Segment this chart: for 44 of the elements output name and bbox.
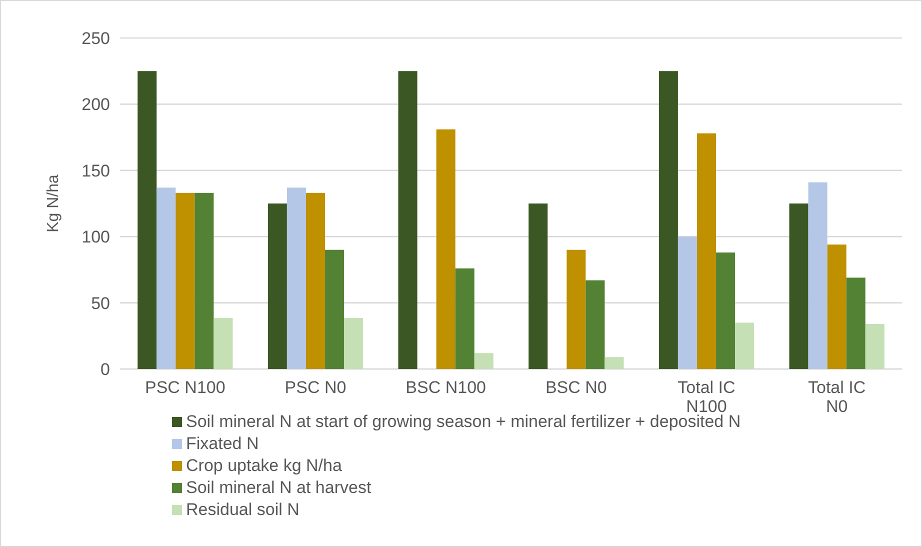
bar (716, 252, 736, 369)
bar (789, 204, 808, 369)
bar (808, 182, 828, 369)
bar (658, 71, 678, 369)
bar (286, 188, 306, 369)
y-tick-label: 0 (100, 360, 110, 379)
bar (455, 268, 474, 369)
bar (827, 244, 846, 369)
y-tick-label: 200 (82, 95, 110, 114)
bar (194, 192, 214, 369)
bar (325, 250, 344, 369)
legend-label: Soil mineral N at harvest (186, 478, 372, 497)
bar (398, 71, 418, 369)
y-axis-title: Kg N/ha (45, 174, 62, 232)
bar (436, 129, 456, 369)
bar (214, 318, 233, 369)
y-tick-label: 250 (82, 28, 110, 48)
bar (586, 280, 605, 369)
legend-label: Crop uptake kg N/ha (186, 456, 342, 475)
y-tick-label: 150 (82, 161, 110, 180)
legend-label: Fixated N (186, 434, 259, 453)
y-tick-label: 50 (91, 294, 110, 313)
bar (566, 250, 586, 369)
bar (138, 71, 157, 369)
bar (604, 357, 624, 369)
x-tick-label: BSC N100 (406, 378, 486, 397)
bar (268, 204, 287, 369)
bar (865, 324, 884, 369)
y-tick-label: 100 (82, 228, 110, 247)
x-tick-label: PSC N100 (145, 378, 226, 397)
bar (156, 188, 176, 369)
bar (678, 236, 697, 369)
bar (696, 133, 716, 369)
bar (528, 204, 548, 369)
x-tick-label: Total IC N0 (808, 378, 866, 416)
bar (344, 318, 364, 369)
x-tick-label: BSC N0 (545, 378, 607, 397)
legend-label: Residual soil N (186, 500, 300, 519)
bar (735, 322, 754, 369)
x-tick-label: PSC N0 (284, 378, 346, 397)
bar (474, 353, 494, 369)
bar (176, 192, 195, 369)
bar (846, 278, 866, 369)
bar (306, 192, 326, 369)
